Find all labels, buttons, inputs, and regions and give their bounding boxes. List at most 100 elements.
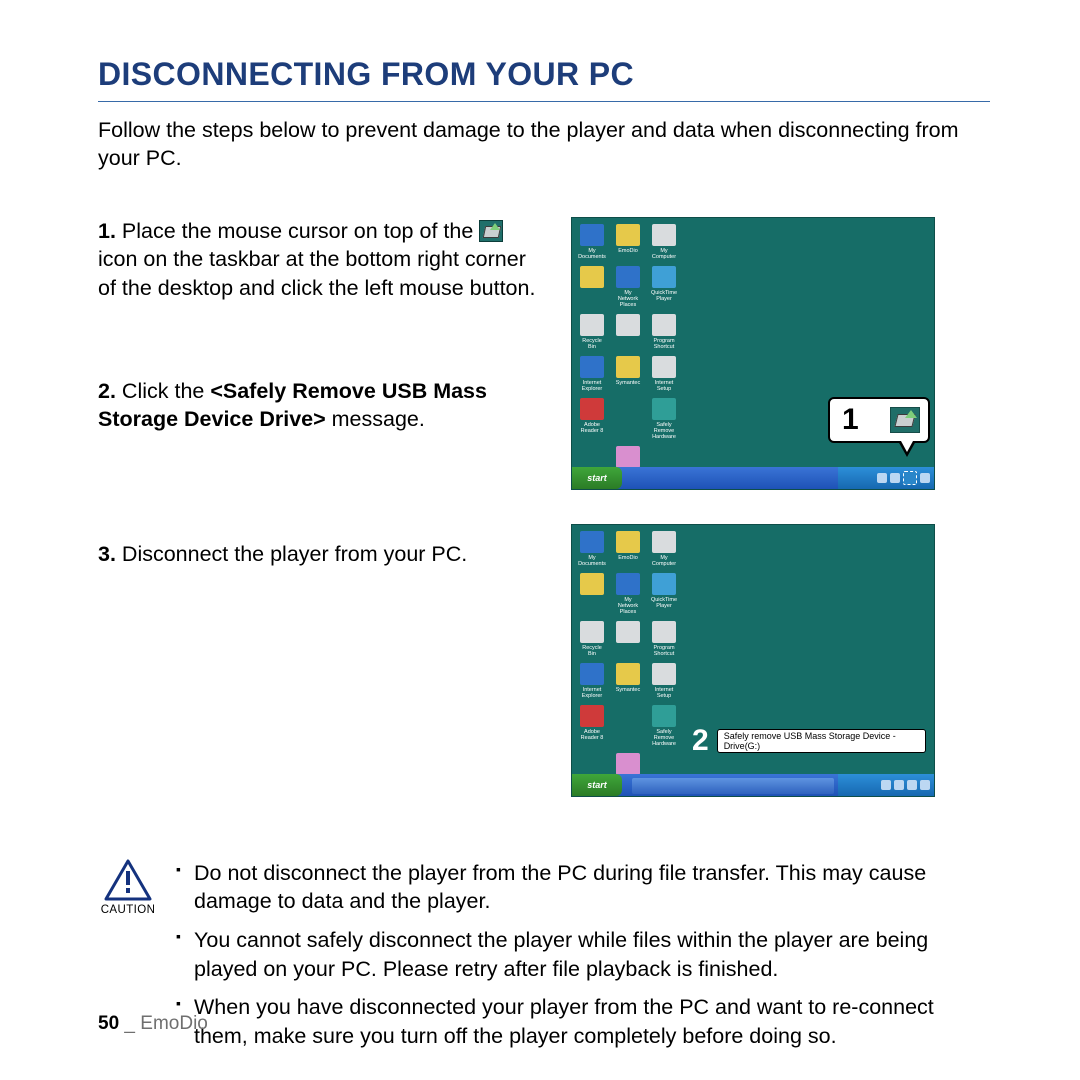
screenshots-column: My Documents EmoDio My Computer My Network … bbox=[571, 217, 935, 831]
desktop-icon-glyph bbox=[616, 573, 640, 595]
caution-item: When you have disconnected your player f… bbox=[176, 993, 990, 1050]
step-3-text: Disconnect the player from your PC. bbox=[116, 542, 467, 566]
desktop-icon: Symantec bbox=[614, 663, 642, 699]
caution-triangle-icon bbox=[104, 859, 152, 901]
page-title: DISCONNECTING FROM YOUR PC bbox=[98, 56, 990, 102]
callout-2: 2 Safely remove USB Mass Storage Device … bbox=[692, 718, 926, 764]
desktop-icon-label: Symantec bbox=[616, 380, 640, 386]
desktop-icon: Safely Remove Hardware bbox=[650, 398, 678, 440]
step-3-number: 3. bbox=[98, 542, 116, 566]
desktop-icon-glyph bbox=[580, 705, 604, 727]
desktop-icon-glyph bbox=[652, 705, 676, 727]
desktop-icon-label: Adobe Reader 8 bbox=[578, 729, 606, 741]
desktop-icon-glyph bbox=[580, 621, 604, 643]
desktop-icon-label: Recycle Bin bbox=[578, 338, 606, 350]
desktop-icon-label: My Documents bbox=[578, 555, 606, 567]
tray-selected-icon bbox=[903, 471, 917, 485]
tray-icon bbox=[907, 780, 917, 790]
steps-area: 1. Place the mouse cursor on top of the … bbox=[98, 217, 990, 831]
step-1-text-b: icon on the taskbar at the bottom right … bbox=[98, 247, 535, 300]
step-2-text-b: message. bbox=[326, 407, 425, 431]
start-button-2: start bbox=[572, 774, 622, 796]
desktop-icon: Symantec bbox=[614, 356, 642, 392]
system-tray-2 bbox=[838, 774, 934, 796]
taskbar-2: start bbox=[572, 774, 934, 796]
desktop-icon-glyph bbox=[580, 398, 604, 420]
desktop-icon: Recycle Bin bbox=[578, 314, 606, 350]
desktop-icon-label: Program Shortcut bbox=[650, 338, 678, 350]
caution-label: CAUTION bbox=[98, 903, 158, 918]
desktop-icon: QuickTime Player bbox=[650, 266, 678, 308]
desktop-icon-glyph bbox=[652, 224, 676, 246]
desktop-icon-label: My Network Places bbox=[614, 290, 642, 308]
desktop-icon: Recycle Bin bbox=[578, 621, 606, 657]
start-button-1: start bbox=[572, 467, 622, 489]
taskbar-tooltip-region bbox=[632, 778, 834, 794]
tray-icon bbox=[920, 780, 930, 790]
caution-block: CAUTION Do not disconnect the player fro… bbox=[98, 859, 990, 1061]
desktop-icon-glyph bbox=[580, 573, 604, 595]
desktop-icon-glyph bbox=[580, 266, 604, 288]
desktop-icon-glyph bbox=[652, 356, 676, 378]
desktop-icons-1: My DocumentsEmoDioMy ComputerMy Network … bbox=[578, 224, 688, 461]
desktop-icon bbox=[578, 573, 606, 615]
desktop-icon: Internet Setup bbox=[650, 663, 678, 699]
desktop-icon: Internet Explorer bbox=[578, 356, 606, 392]
step-2-text-a: Click the bbox=[116, 379, 210, 403]
desktop-icon: Internet Setup bbox=[650, 356, 678, 392]
step-2-number: 2. bbox=[98, 379, 116, 403]
desktop-icon: My Computer bbox=[650, 531, 678, 567]
desktop-icon-label: EmoDio bbox=[618, 555, 638, 561]
desktop-icon-glyph bbox=[616, 446, 640, 468]
desktop-icon: My Documents bbox=[578, 531, 606, 567]
desktop-icon bbox=[578, 266, 606, 308]
callout-2-number: 2 bbox=[692, 724, 709, 758]
desktop-icon-glyph bbox=[616, 266, 640, 288]
desktop-icon-glyph bbox=[652, 531, 676, 553]
screenshot-1: My DocumentsEmoDioMy ComputerMy Network … bbox=[571, 217, 935, 490]
caution-list: Do not disconnect the player from the PC… bbox=[176, 859, 990, 1061]
callout-1-number: 1 bbox=[842, 403, 859, 437]
callout-1: 1 bbox=[820, 397, 930, 461]
screenshot-2: My DocumentsEmoDioMy ComputerMy Network … bbox=[571, 524, 935, 797]
desktop-icon-label: Internet Explorer bbox=[578, 380, 606, 392]
step-3: 3. Disconnect the player from your PC. bbox=[98, 540, 543, 569]
desktop-icon-glyph bbox=[580, 663, 604, 685]
page-number: 50 bbox=[98, 1013, 119, 1034]
desktop-icon bbox=[614, 398, 642, 440]
desktop-icon-glyph bbox=[580, 531, 604, 553]
desktop-icon-glyph bbox=[652, 266, 676, 288]
desktop-icon-glyph bbox=[616, 356, 640, 378]
desktop-icon: My Computer bbox=[650, 224, 678, 260]
desktop-icon-glyph bbox=[652, 663, 676, 685]
desktop-icon: Program Shortcut bbox=[650, 314, 678, 350]
desktop-icon-glyph bbox=[616, 663, 640, 685]
desktop-icon-glyph bbox=[652, 621, 676, 643]
footer-section: EmoDio bbox=[140, 1013, 208, 1034]
desktop-icons-2: My DocumentsEmoDioMy ComputerMy Network … bbox=[578, 531, 688, 768]
step-1: 1. Place the mouse cursor on top of the … bbox=[98, 217, 543, 303]
desktop-icon-glyph bbox=[616, 314, 640, 336]
system-tray-1 bbox=[838, 467, 934, 489]
desktop-icon-glyph bbox=[616, 621, 640, 643]
step-2: 2. Click the <Safely Remove USB Mass Sto… bbox=[98, 377, 543, 434]
steps-text-column: 1. Place the mouse cursor on top of the … bbox=[98, 217, 543, 831]
desktop-icon-label: QuickTime Player bbox=[650, 290, 678, 302]
desktop-icon bbox=[614, 621, 642, 657]
desktop-icon-label: EmoDio bbox=[618, 248, 638, 254]
safe-remove-message: Safely remove USB Mass Storage Device - … bbox=[717, 729, 926, 753]
desktop-icon-label: My Computer bbox=[650, 555, 678, 567]
desktop-icon bbox=[614, 314, 642, 350]
desktop-icon bbox=[614, 705, 642, 747]
desktop-icon-glyph bbox=[616, 753, 640, 775]
desktop-icon-label: QuickTime Player bbox=[650, 597, 678, 609]
desktop-icon-label: Safely Remove Hardware bbox=[650, 422, 678, 440]
desktop-icon-label: Symantec bbox=[616, 687, 640, 693]
safely-remove-icon bbox=[479, 220, 503, 242]
desktop-icon-glyph bbox=[652, 573, 676, 595]
tray-icon bbox=[877, 473, 887, 483]
desktop-icon-glyph bbox=[652, 398, 676, 420]
desktop-icon-glyph bbox=[616, 531, 640, 553]
desktop-icon-label: My Computer bbox=[650, 248, 678, 260]
desktop-icon-label: Internet Setup bbox=[650, 687, 678, 699]
